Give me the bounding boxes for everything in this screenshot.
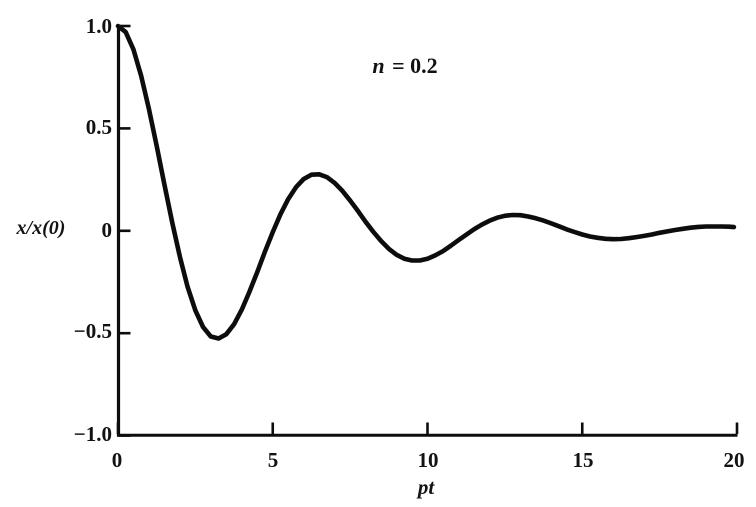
x-tick-label-15: 15 xyxy=(572,448,594,472)
damping-annotation-value: = 0.2 xyxy=(386,53,438,78)
response-curve xyxy=(115,23,737,341)
x-tick-label-5: 5 xyxy=(267,448,279,472)
x-tick-label-0: 0 xyxy=(111,448,123,472)
damping-annotation: n = 0.2 xyxy=(340,53,470,78)
tick-marks xyxy=(116,24,739,437)
y-tick-label-neg-1-0: −1.0 xyxy=(73,422,112,446)
x-axis-title: pt xyxy=(417,475,435,499)
x-tick-label-20: 20 xyxy=(723,448,745,472)
y-tick-label-1-0: 1.0 xyxy=(85,14,112,38)
x-tick-label-10: 10 xyxy=(417,448,439,472)
y-tick-label-0: 0 xyxy=(101,218,113,242)
y-axis-title: x/x(0) xyxy=(16,217,66,239)
y-tick-label-0-5: 0.5 xyxy=(85,115,112,139)
damping-annotation-variable: n xyxy=(372,53,385,78)
y-tick-label-neg-0-5: −0.5 xyxy=(73,319,112,343)
